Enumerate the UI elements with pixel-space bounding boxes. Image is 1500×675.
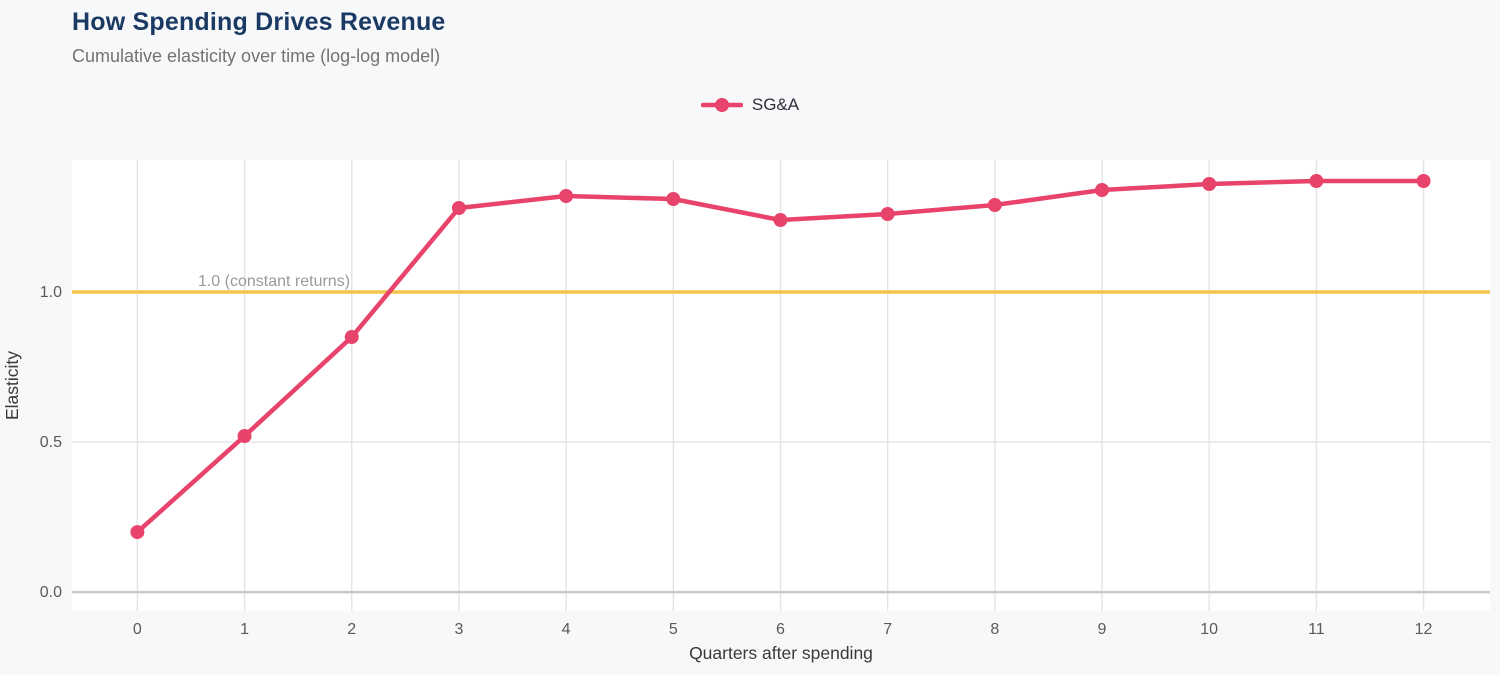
y-tick-label: 0.5 bbox=[40, 434, 62, 451]
data-point bbox=[559, 189, 574, 204]
x-tick-label: 2 bbox=[347, 621, 356, 638]
chart-title: How Spending Drives Revenue bbox=[72, 8, 446, 36]
y-tick-label: 1.0 bbox=[40, 284, 62, 301]
x-tick-label: 5 bbox=[669, 621, 678, 638]
x-tick-label: 6 bbox=[776, 621, 785, 638]
x-tick-label: 11 bbox=[1308, 621, 1325, 638]
x-tick-label: 3 bbox=[454, 621, 463, 638]
legend-line-marker-icon bbox=[700, 98, 743, 112]
x-tick-label: 12 bbox=[1415, 621, 1433, 638]
data-point bbox=[344, 330, 359, 345]
chart-header: How Spending Drives Revenue Cumulative e… bbox=[72, 8, 446, 67]
x-tick-label: 9 bbox=[1098, 621, 1107, 638]
legend-item-label: SG&A bbox=[751, 95, 800, 114]
x-tick-label: 8 bbox=[990, 621, 999, 638]
x-tick-label: 1 bbox=[240, 621, 249, 638]
x-axis-title: Quarters after spending bbox=[689, 643, 873, 663]
data-point bbox=[987, 198, 1002, 213]
x-tick-label: 4 bbox=[562, 621, 571, 638]
data-point bbox=[1095, 183, 1110, 198]
y-tick-label: 0.0 bbox=[40, 584, 62, 601]
legend-item-sga[interactable]: SG&A bbox=[700, 95, 800, 115]
legend: SG&A bbox=[0, 95, 1500, 115]
x-tick-label: 0 bbox=[133, 621, 142, 638]
x-tick-label: 7 bbox=[883, 621, 892, 638]
data-point bbox=[1309, 174, 1324, 189]
data-point bbox=[880, 207, 895, 222]
data-point bbox=[130, 525, 145, 540]
data-point bbox=[1202, 177, 1217, 192]
x-tick-label: 10 bbox=[1200, 621, 1218, 638]
data-point bbox=[666, 192, 681, 207]
data-point bbox=[451, 201, 466, 216]
y-axis-title: Elasticity bbox=[2, 351, 22, 420]
data-point bbox=[1416, 174, 1431, 189]
chart-subtitle: Cumulative elasticity over time (log-log… bbox=[72, 46, 441, 66]
reference-line-annotation: 1.0 (constant returns) bbox=[198, 273, 350, 290]
data-point bbox=[773, 213, 788, 228]
data-point bbox=[237, 429, 252, 444]
